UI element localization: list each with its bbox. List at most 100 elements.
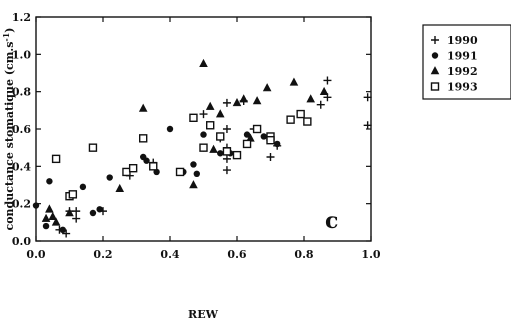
legend-marker-circle: [431, 52, 439, 59]
data-point-square: [138, 134, 148, 143]
data-point-triangle: [205, 101, 215, 110]
data-point-square: [122, 167, 131, 177]
y-axis: 0.0 0.2 0.4 0.6 0.8 1.0 1.2: [12, 11, 371, 248]
legend-item: 1992: [430, 65, 478, 78]
y-tick-label: 0.2: [12, 198, 31, 211]
legend: 1990 1991 1992 1993: [422, 24, 511, 100]
data-point-square: [222, 147, 232, 156]
legend-marker-square: [430, 82, 440, 91]
data-point-plus: [72, 214, 81, 223]
y-tick-label: 0.8: [12, 86, 31, 99]
data-point-circle: [46, 178, 53, 185]
data-point-plus: [222, 98, 231, 107]
x-tick-label: 0.6: [227, 248, 246, 261]
y-tick-label: 1.2: [12, 11, 31, 24]
data-point-triangle: [51, 217, 61, 226]
legend-item: 1991: [431, 50, 478, 63]
data-point-square: [232, 150, 242, 160]
data-point-circle: [190, 161, 197, 168]
data-point-triangle: [65, 208, 74, 217]
legend-label: 1990: [447, 34, 478, 47]
data-point-circle: [274, 140, 281, 148]
data-point-plus: [316, 100, 325, 109]
data-point-triangle: [138, 103, 148, 112]
data-point-plus: [222, 125, 231, 133]
x-tick-label: 1.0: [361, 248, 380, 261]
data-point-square: [216, 132, 225, 141]
data-point-circle: [106, 174, 113, 181]
data-point-square: [51, 154, 61, 164]
data-point-circle: [143, 157, 150, 164]
legend-label: 1993: [447, 81, 478, 94]
series-1992: [41, 58, 329, 226]
x-axis: 0.0 0.2 0.4 0.6 0.8 1.0: [26, 17, 381, 261]
data-point-plus: [222, 166, 231, 175]
data-point-circle: [32, 202, 40, 209]
data-point-square: [68, 190, 78, 199]
legend-item: 1990: [431, 34, 478, 47]
y-axis-title-close: ): [3, 28, 16, 33]
data-point-triangle: [252, 96, 262, 105]
data-point-triangle: [189, 180, 198, 189]
x-axis-title: REW: [188, 308, 219, 321]
data-point-plus: [323, 76, 332, 85]
data-point-plus: [363, 93, 372, 102]
data-point-plus: [62, 229, 71, 238]
y-axis-title-main: conductance stomatique (cm.s: [3, 42, 16, 231]
data-point-circle: [79, 183, 87, 191]
plot-frame: [35, 16, 372, 242]
data-point-circle: [42, 222, 50, 230]
data-point-triangle: [289, 77, 299, 86]
y-axis-title: conductance stomatique (cm.s-1): [1, 28, 16, 231]
data-point-square: [303, 117, 312, 126]
data-point-circle: [260, 133, 267, 140]
legend-label: 1992: [447, 65, 478, 78]
data-point-square: [128, 163, 138, 173]
data-point-circle: [200, 131, 207, 138]
data-point-plus: [199, 110, 208, 119]
legend-label: 1991: [447, 50, 478, 63]
panel-label: c: [325, 208, 338, 234]
data-point-triangle: [209, 144, 218, 153]
x-tick-label: 0.0: [26, 248, 45, 261]
data-point-square: [266, 135, 275, 145]
data-point-circle: [89, 209, 97, 217]
data-point-triangle: [199, 58, 208, 67]
data-point-square: [88, 143, 98, 152]
data-point-square: [286, 115, 295, 124]
data-point-triangle: [262, 83, 272, 92]
series-1993: [51, 109, 312, 201]
data-point-square: [149, 162, 158, 171]
data-point-triangle: [239, 94, 248, 103]
data-point-triangle: [232, 98, 242, 107]
data-point-triangle: [115, 183, 125, 193]
x-tick-label: 0.4: [160, 248, 179, 261]
y-tick-label: 1.0: [12, 48, 31, 61]
data-point-triangle: [215, 109, 225, 118]
data-point-triangle: [319, 86, 329, 95]
data-point-triangle: [48, 211, 58, 221]
data-point-square: [175, 167, 185, 177]
y-tick-label: 0.0: [12, 235, 31, 248]
data-point-plus: [266, 153, 275, 161]
data-point-triangle: [306, 94, 315, 103]
data-point-plus: [222, 154, 231, 163]
data-point-square: [242, 139, 252, 149]
data-point-circle: [96, 206, 103, 213]
data-point-square: [199, 143, 208, 152]
data-point-square: [205, 121, 215, 130]
data-point-circle: [166, 125, 174, 133]
data-point-square: [252, 124, 262, 134]
data-point-square: [296, 109, 305, 119]
data-point-circle: [243, 131, 251, 138]
legend-marker-plus: [431, 36, 439, 44]
y-axis-title-unit-exponent: -1: [1, 33, 11, 42]
legend-item: 1993: [430, 81, 478, 94]
data-point-circle: [193, 170, 200, 177]
data-points: [32, 58, 372, 238]
x-tick-label: 0.8: [294, 248, 313, 261]
data-point-triangle: [41, 213, 51, 222]
data-point-triangle: [45, 204, 54, 213]
x-tick-label: 0.2: [93, 248, 112, 261]
